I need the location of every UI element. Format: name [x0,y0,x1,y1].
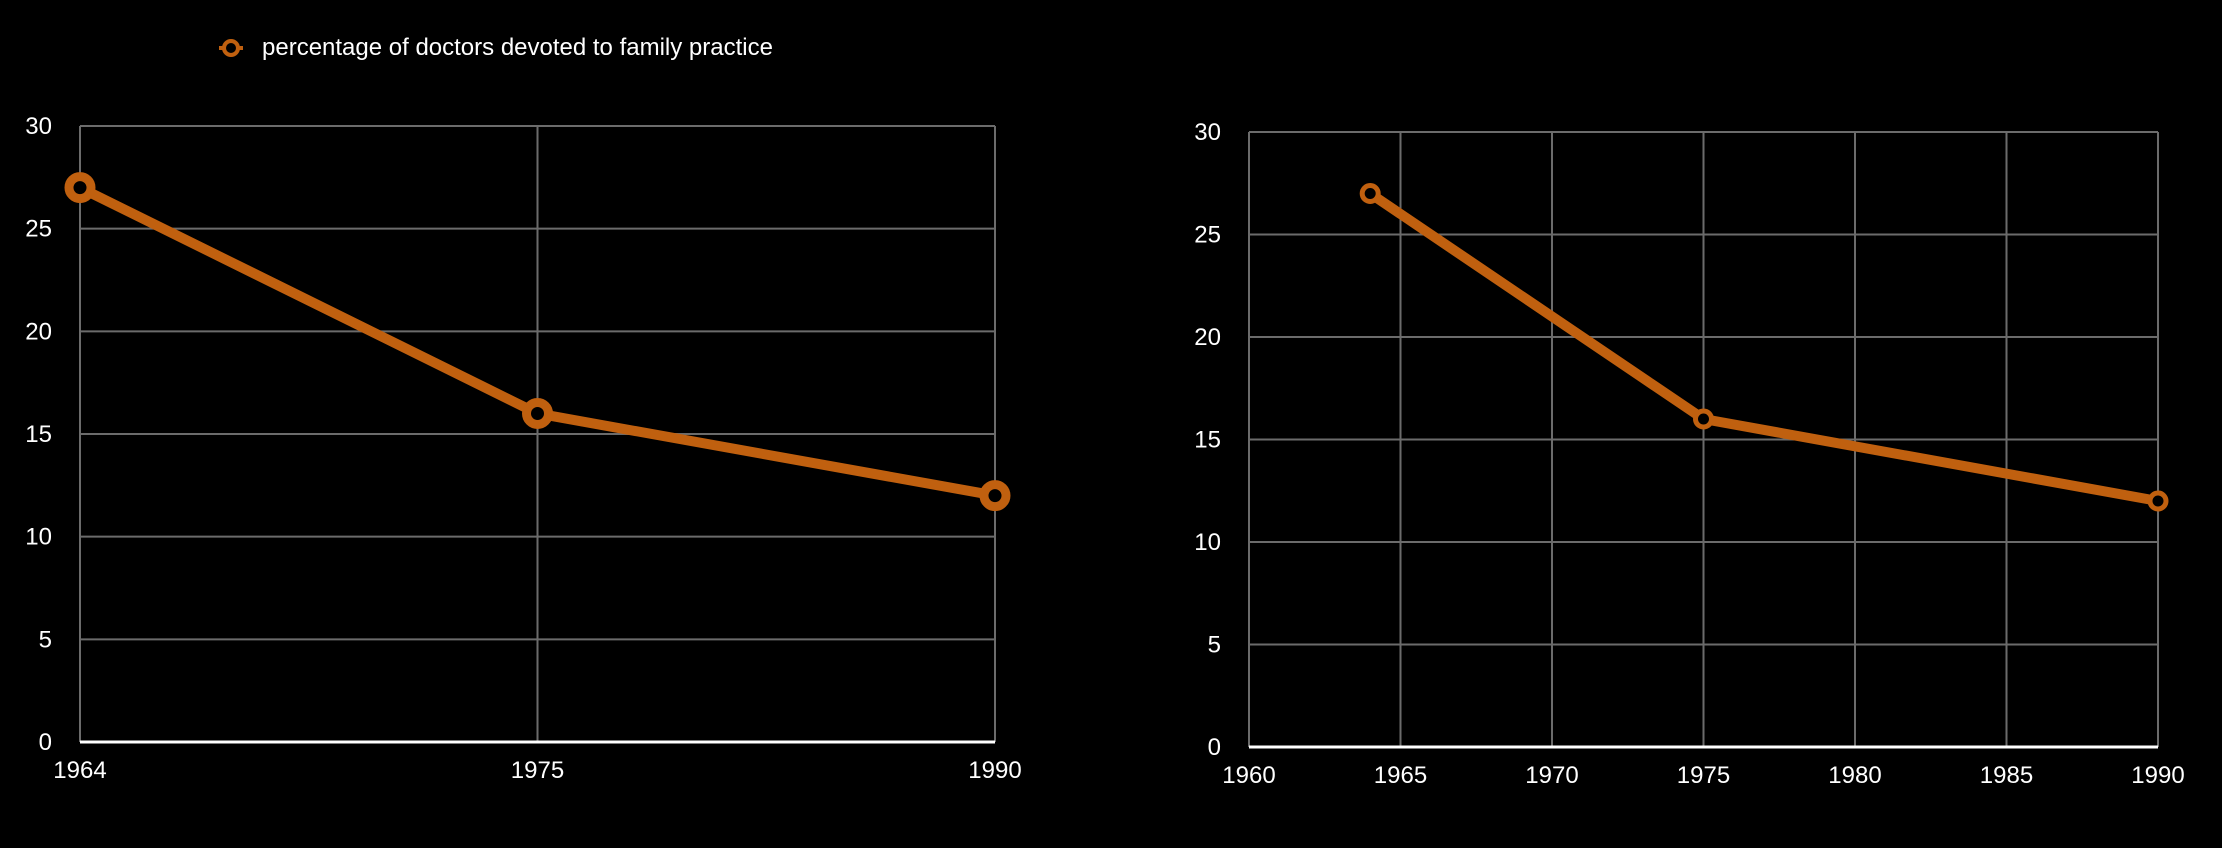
data-point [2147,490,2169,512]
x-tick-label: 1965 [1374,762,1427,789]
x-tick-label: 1975 [1677,762,1730,789]
y-tick-label: 5 [39,626,52,653]
data-point [979,480,1011,512]
y-tick-label: 30 [1194,119,1221,146]
y-tick-label: 15 [25,421,52,448]
y-tick-label: 25 [1194,222,1221,249]
y-tick-label: 20 [1194,324,1221,351]
y-tick-label: 20 [25,318,52,345]
x-tick-label: 1975 [511,757,564,784]
y-tick-label: 25 [25,216,52,243]
y-tick-label: 0 [1208,734,1221,761]
y-tick-label: 15 [1194,427,1221,454]
y-tick-label: 0 [39,729,52,756]
y-tick-label: 10 [25,524,52,551]
data-point [64,172,96,204]
data-point [1359,183,1381,204]
x-tick-label: 1960 [1222,762,1275,789]
x-tick-label: 1970 [1525,762,1578,789]
circle-marker-icon [219,39,243,57]
series-line [1365,188,2163,506]
y-tick-label: 30 [25,113,52,140]
x-tick-label: 1980 [1828,762,1881,789]
x-tick-label: 1985 [1980,762,2033,789]
x-tick-label: 1990 [968,757,1021,784]
data-point [1693,408,1714,430]
chart-2: 0 5 10 15 20 25 30 1960 1965 1970 1975 1980 1985 1990 [1194,119,2184,789]
y-tick-label: 5 [1208,632,1221,659]
chart-1: 0 5 10 15 20 25 30 1964 1975 1990 [25,113,1021,784]
x-tick-label: 1964 [53,757,106,784]
y-tick-label: 10 [1194,529,1221,556]
legend: percentage of doctors devoted to family … [218,30,773,66]
data-point [522,397,553,429]
legend-label: percentage of doctors devoted to family … [262,34,773,61]
x-tick-label: 1990 [2131,762,2184,789]
